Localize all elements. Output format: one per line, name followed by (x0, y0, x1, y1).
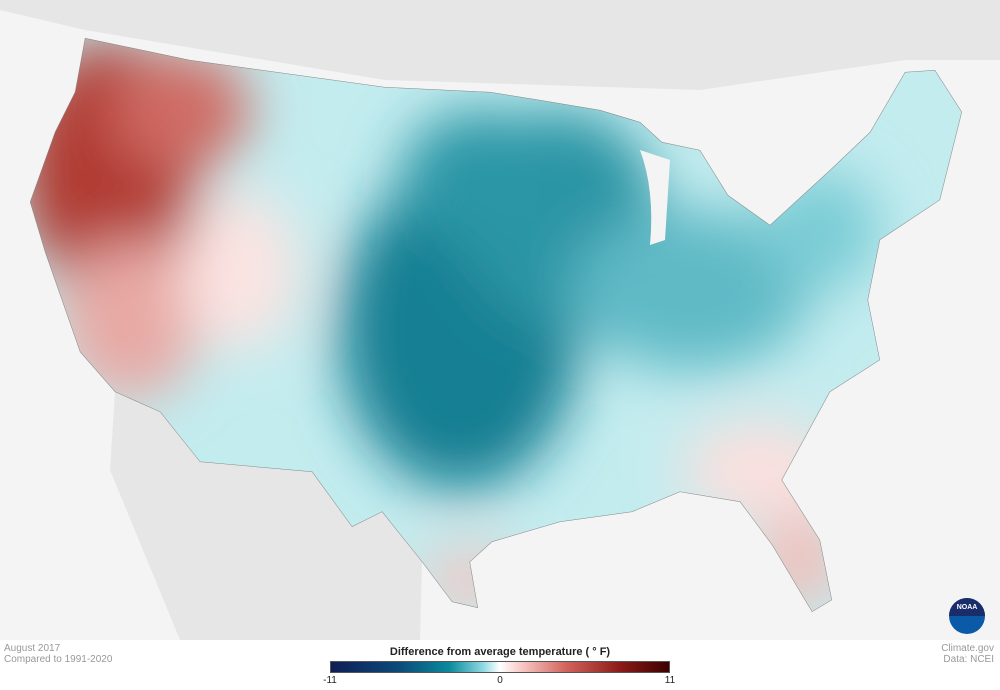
data-credit: Data: NCEI (943, 654, 994, 665)
legend-min-label: -11 (323, 675, 337, 686)
legend-title: Difference from average temperature ( ° … (389, 646, 611, 658)
mexico-landmass (110, 392, 422, 640)
temperature-anomaly-map (0, 0, 1000, 640)
noaa-logo: NOAA (949, 598, 985, 634)
lake-michigan (640, 150, 670, 245)
map-info: August 2017 Compared to 1991-2020 (4, 643, 112, 665)
legend-mid-label: 0 (497, 675, 503, 686)
site-credit: Climate.gov (941, 643, 994, 654)
legend-color-bar (330, 661, 670, 673)
canada-landmass (0, 0, 1000, 90)
legend-max-label: 11 (664, 675, 676, 686)
date-label: August 2017 (4, 643, 61, 654)
baseline-label: Compared to 1991-2020 (4, 654, 113, 665)
credits: Climate.gov Data: NCEI (941, 643, 994, 665)
